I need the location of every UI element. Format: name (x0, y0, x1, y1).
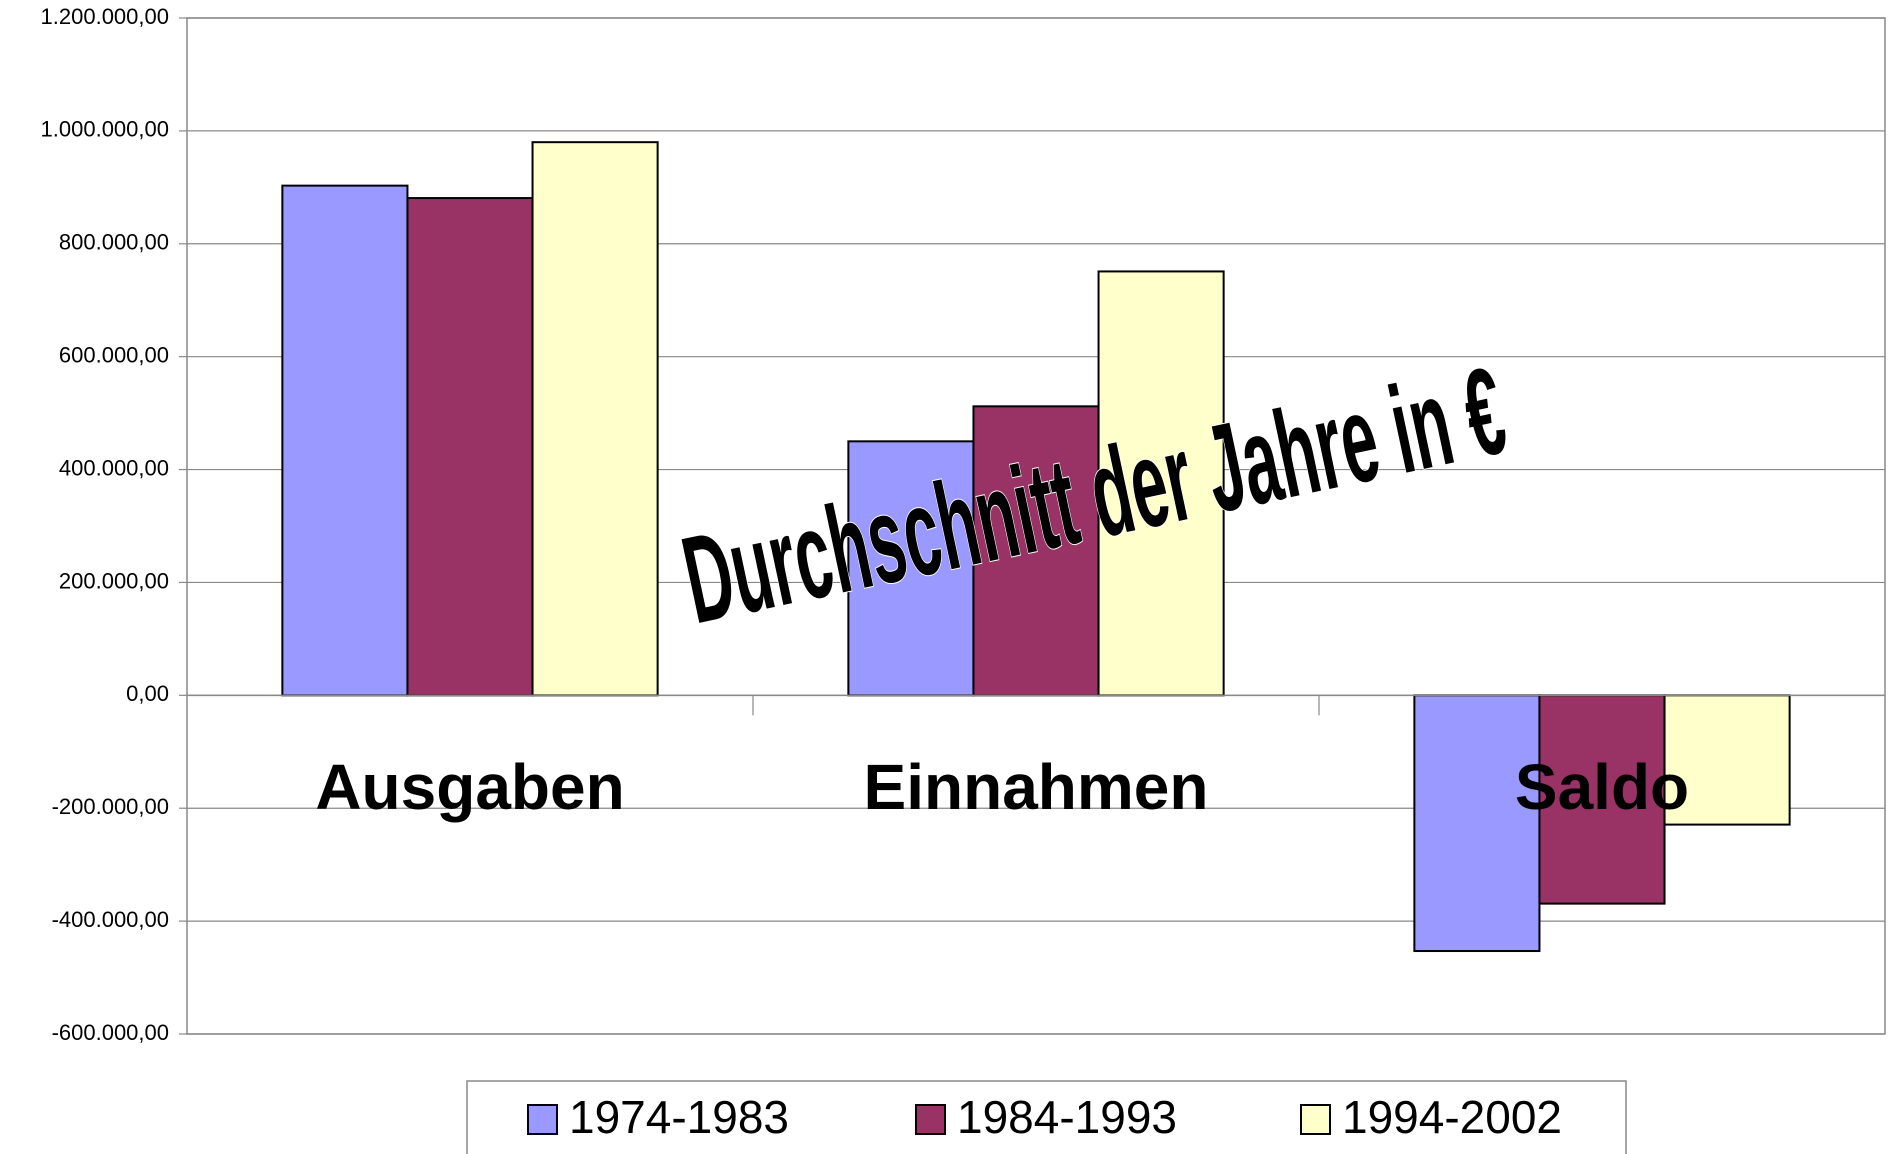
y-tick-label: 200.000,00 (59, 568, 169, 593)
bar (1413, 694, 1541, 953)
y-tick-label: 0,00 (126, 681, 169, 706)
x-tick-label: Einnahmen (864, 751, 1209, 823)
legend-label: 1994-2002 (1342, 1091, 1562, 1143)
plot-border (186, 17, 1886, 1035)
legend-box (466, 1080, 1627, 1154)
y-tick-label: -600.000,00 (52, 1020, 169, 1045)
y-tick-label: 600.000,00 (59, 342, 169, 367)
x-tick-label: Saldo (1515, 751, 1689, 823)
bar (1097, 270, 1225, 697)
legend-label: 1984-1993 (957, 1091, 1177, 1143)
bar (531, 141, 659, 697)
bar (406, 197, 534, 697)
y-tick-label: 1.200.000,00 (41, 4, 169, 29)
y-tick-label: -400.000,00 (52, 907, 169, 932)
bar (1663, 694, 1791, 826)
y-tick-label: 800.000,00 (59, 230, 169, 255)
x-tick-label: Ausgaben (315, 751, 624, 823)
bar (972, 405, 1100, 697)
legend-swatch (527, 1104, 558, 1135)
y-tick-label: -200.000,00 (52, 794, 169, 819)
y-tick-label: 1.000.000,00 (41, 117, 169, 142)
y-tick-label: 400.000,00 (59, 455, 169, 480)
legend-label: 1974-1983 (569, 1091, 789, 1143)
bar (281, 184, 409, 697)
legend-swatch (915, 1104, 946, 1135)
legend-swatch (1300, 1104, 1331, 1135)
